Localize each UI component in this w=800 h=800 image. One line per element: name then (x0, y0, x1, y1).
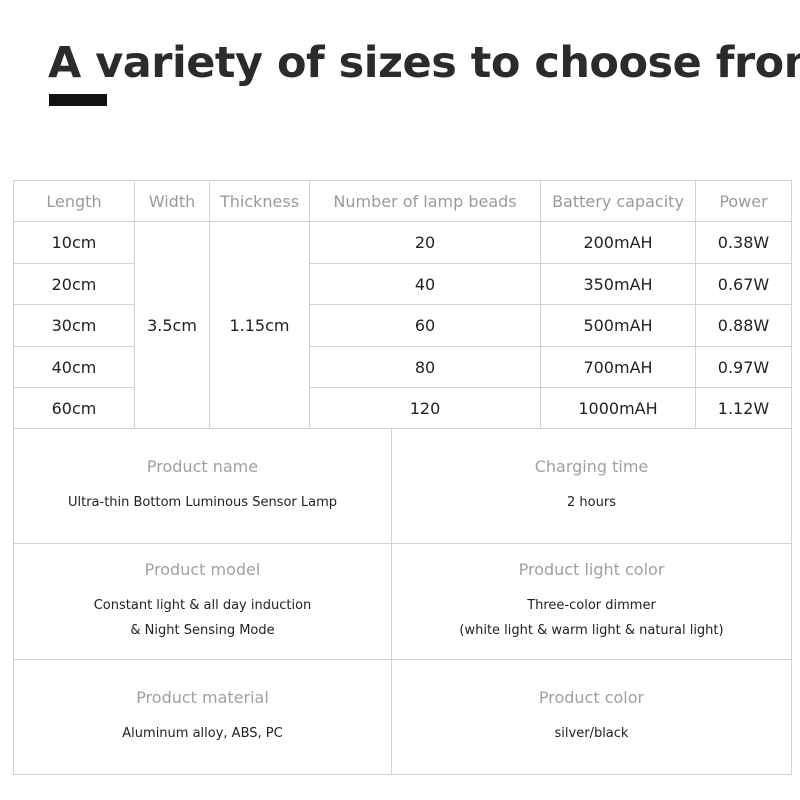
cell-power: 0.38W (695, 221, 792, 264)
spec-cell: Product color silver/black (391, 659, 792, 775)
spec-value: silver/black (554, 726, 629, 741)
cell-beads: 60 (309, 304, 541, 347)
spec-label: Product material (136, 688, 269, 707)
cell-power: 0.67W (695, 263, 792, 305)
spec-label: Charging time (534, 457, 649, 476)
cell-battery: 350mAH (540, 263, 696, 305)
cell-width: 3.5cm (134, 221, 210, 429)
spec-value: Ultra-thin Bottom Luminous Sensor Lamp (67, 495, 338, 510)
cell-lengths: 30cm (13, 304, 135, 347)
header-lamp-beads: Number of lamp beads (309, 180, 541, 222)
spec-label: Product model (144, 560, 261, 579)
cell-battery: 500mAH (540, 304, 696, 347)
spec-cell: Product model Constant light & all day in… (13, 543, 392, 660)
page-title: A variety of sizes to choose from (48, 38, 800, 88)
spec-value-line2: & Night Sensing Mode (130, 623, 275, 638)
cell-lengths: 20cm (13, 263, 135, 305)
spec-label: Product color (538, 688, 645, 707)
header-width: Width (134, 180, 210, 222)
spec-value: Aluminum alloy, ABS, PC (122, 726, 283, 741)
cell-battery: 200mAH (540, 221, 696, 264)
header-power: Power (695, 180, 792, 222)
spec-cell: Product light color Three-color dimmer (wh… (391, 543, 792, 660)
header-length: Length (13, 180, 135, 222)
cell-thickness: 1.15cm (209, 221, 310, 429)
cell-power: 1.12W (695, 387, 792, 429)
spec-value-line2: (white light & warm light & natural ligh… (459, 623, 724, 638)
header-thickness: Thickness (209, 180, 310, 222)
cell-power: 0.88W (695, 304, 792, 347)
spec-value: Constant light & all day induction (93, 598, 312, 613)
spec-cell: Charging time 2 hours (391, 428, 792, 544)
spec-label: Product light color (518, 560, 665, 579)
cell-beads: 80 (309, 346, 541, 388)
cell-power: 0.97W (695, 346, 792, 388)
spec-value: 2 hours (567, 495, 616, 510)
title-underline (49, 94, 107, 106)
header-battery-capacity: Battery capacity (540, 180, 696, 222)
spec-cell: Product material Aluminum alloy, ABS, PC (13, 659, 392, 775)
cell-battery: 1000mAH (540, 387, 696, 429)
cell-beads: 120 (309, 387, 541, 429)
spec-label: Product name (146, 457, 259, 476)
spec-cell: Product name Ultra-thin Bottom Luminous S… (13, 428, 392, 544)
cell-lengths: 10cm (13, 221, 135, 264)
cell-lengths: 40cm (13, 346, 135, 388)
cell-beads: 20 (309, 221, 541, 264)
cell-beads: 40 (309, 263, 541, 305)
spec-value: Three-color dimmer (527, 598, 656, 613)
cell-battery: 700mAH (540, 346, 696, 388)
cell-lengths: 60cm (13, 387, 135, 429)
